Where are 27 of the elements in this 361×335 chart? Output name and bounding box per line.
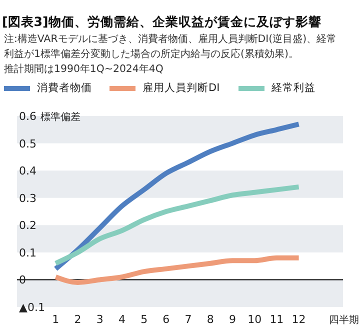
y-tick-label: ▲0.1	[19, 301, 45, 314]
legend-label: 消費者物価	[37, 81, 92, 94]
chart-title: [図表3]物価、労働需給、企業収益が賃金に及ぼす影響	[2, 14, 322, 29]
x-axis-title: 四半期	[329, 314, 359, 326]
x-tick-label: 4	[118, 313, 126, 326]
y-tick-label: 0.4	[19, 164, 36, 178]
y-tick-label: 0.2	[19, 219, 36, 232]
x-tick-label: 5	[140, 313, 148, 326]
y-tick-label: 0.1	[19, 246, 36, 260]
legend-label: 雇用人員判断DI	[142, 81, 220, 94]
text: 注:構造VARモデルに基づき、消費者物価、雇用人員判断DI(逆目盛)、経常利益が1標準偏差分変動した場合の所定内給与の反応(累積効果)。	[4, 33, 337, 60]
x-tick-label: 9	[228, 313, 236, 326]
x-tick-label: 6	[162, 313, 170, 326]
x-tick-label: 7	[184, 313, 192, 326]
x-tick-label: 10	[248, 313, 262, 326]
y-tick-label: 0.3	[19, 192, 36, 205]
x-tick-label: 3	[96, 313, 104, 326]
x-tick-label: 12	[292, 313, 306, 326]
x-tick-label: 11	[270, 313, 284, 326]
y-tick-label: 0.5	[19, 137, 36, 150]
x-tick-label: 1	[52, 313, 60, 326]
x-tick-label: 8	[206, 313, 214, 326]
legend-label: 経常利益	[270, 81, 316, 94]
text: 推計期間は1990年1Q~2024年4Q	[4, 63, 164, 75]
y-tick-label: 0.6	[19, 110, 36, 123]
y-axis-title: 標準偏差	[40, 111, 80, 123]
x-tick-label: 2	[74, 313, 82, 326]
